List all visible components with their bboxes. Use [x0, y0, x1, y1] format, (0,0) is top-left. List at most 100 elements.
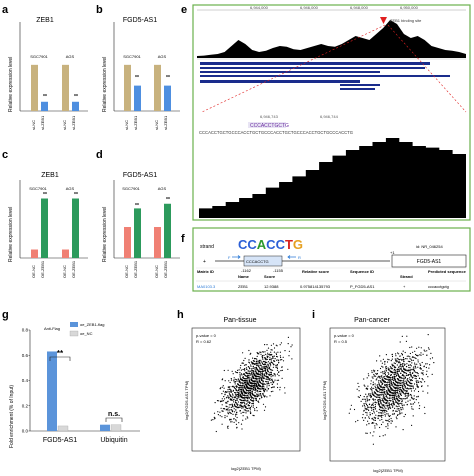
legend-swatch-nc — [69, 330, 79, 337]
scatter-point — [397, 402, 399, 404]
scatter-point — [420, 352, 422, 354]
scatter-point — [410, 358, 412, 360]
scatter-point — [384, 409, 386, 411]
scatter-point — [238, 396, 240, 398]
scatter-point — [227, 400, 229, 402]
scatter-point — [358, 390, 360, 392]
scatter-point — [252, 402, 254, 404]
scatter-point — [279, 351, 281, 353]
scatter-point — [253, 394, 255, 396]
scatter-point — [257, 381, 259, 383]
scatter-point — [257, 391, 259, 393]
table-cell: cccacctgctg — [428, 284, 449, 289]
scatter-point — [262, 403, 265, 405]
scatter-point — [256, 383, 258, 386]
scatter-point — [372, 393, 374, 395]
scatter-point — [380, 403, 383, 405]
scatter-point — [291, 358, 293, 360]
scatter-point — [398, 353, 400, 355]
scatter-point — [249, 384, 251, 386]
scatter-point — [401, 363, 404, 365]
table-cell: ZEB1 — [238, 284, 249, 289]
scatter-point — [393, 403, 395, 405]
scatter-point — [238, 389, 240, 391]
scatter-point — [401, 380, 403, 382]
scatter-point — [242, 392, 244, 394]
scatter-point — [244, 357, 246, 359]
scatter-point — [397, 399, 399, 401]
scatter-point — [409, 358, 411, 360]
scatter-point — [237, 378, 239, 380]
scatter-point — [403, 381, 405, 383]
panel-d-group-2: AGS — [158, 186, 167, 191]
scatter-point — [360, 400, 362, 402]
position-left: -1162 — [241, 268, 252, 273]
scatter-point — [406, 383, 408, 385]
scatter-point — [395, 384, 397, 386]
scatter-point — [251, 385, 253, 387]
scatter-point — [412, 351, 414, 353]
scatter-point — [222, 385, 224, 387]
scatter-point — [253, 400, 255, 402]
scatter-point — [233, 421, 235, 423]
scatter-point — [251, 403, 253, 405]
panel-a-sig-1: ** — [43, 94, 47, 100]
scatter-point — [279, 389, 281, 391]
scatter-point — [409, 399, 411, 401]
scatter-point — [236, 406, 238, 408]
scatter-point — [245, 396, 247, 399]
scatter-point — [244, 370, 246, 372]
scatter-point — [366, 398, 368, 400]
scatter-point — [247, 399, 249, 401]
scatter-point — [418, 346, 420, 348]
scatter-point — [372, 418, 374, 420]
scatter-point — [373, 416, 375, 418]
scatter-point — [255, 362, 258, 364]
scatter-point — [261, 379, 263, 381]
scatter-point — [239, 398, 241, 400]
scatter-point — [412, 356, 414, 358]
scatter-point — [210, 419, 212, 421]
scatter-point — [235, 389, 237, 391]
table-cell-matrix-link[interactable]: MA0103.3 — [197, 284, 216, 289]
scatter-point — [237, 369, 239, 371]
panel-b-tick: si-ZEB1 — [133, 115, 138, 130]
scatter-point — [371, 371, 373, 374]
scatter-point — [391, 363, 393, 365]
scatter-point — [270, 361, 273, 364]
scatter-point — [269, 395, 271, 397]
scatter-point — [383, 375, 385, 378]
scatter-point — [262, 383, 264, 385]
scatter-point — [406, 363, 408, 365]
scatter-point — [376, 384, 378, 386]
scatter-point — [258, 375, 260, 377]
scatter-point — [269, 371, 271, 373]
scatter-point — [246, 403, 248, 405]
scatter-point — [376, 373, 378, 375]
scatter-point — [399, 397, 401, 399]
scatter-point — [411, 406, 413, 408]
scatter-point — [408, 355, 410, 357]
scatter-point — [387, 400, 389, 402]
scatter-point — [232, 413, 234, 415]
scatter-point — [418, 377, 421, 379]
scatter-point — [427, 347, 430, 349]
scatter-point — [384, 374, 386, 376]
scatter-point — [368, 393, 370, 395]
scatter-point — [263, 395, 265, 397]
scatter-point — [260, 361, 262, 363]
scatter-point — [254, 380, 256, 382]
scatter-point — [403, 388, 405, 390]
scatter-point — [253, 398, 255, 400]
scatter-point — [239, 372, 241, 374]
scatter-point — [254, 377, 257, 379]
zoom-coord: 6,946,744 — [320, 114, 339, 119]
scatter-point — [255, 380, 257, 382]
scatter-point — [227, 425, 229, 427]
scatter-point — [374, 383, 376, 385]
scatter-point — [243, 384, 245, 386]
scatter-point — [221, 400, 223, 402]
scatter-point — [255, 399, 257, 401]
scatter-point — [385, 426, 387, 428]
panel-a-sig-2: ** — [74, 94, 78, 100]
